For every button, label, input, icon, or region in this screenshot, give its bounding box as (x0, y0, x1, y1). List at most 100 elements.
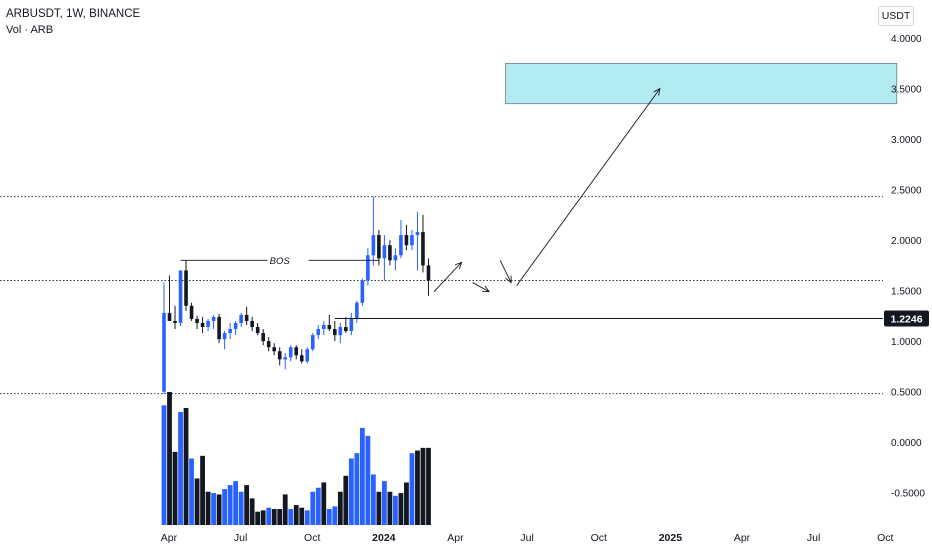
candle-body (173, 320, 177, 323)
candle-body (167, 312, 172, 321)
y-tick-label: 0.5000 (891, 388, 922, 399)
candle-body (327, 324, 332, 330)
candle-body (283, 357, 288, 360)
candle-body (310, 335, 315, 350)
price-label-bg (884, 310, 929, 327)
x-tick-label: Jul (520, 532, 533, 544)
volume-bar (387, 491, 393, 525)
volume-bar (238, 491, 244, 525)
candle-body (184, 270, 188, 306)
price-label: 1.2246 (890, 313, 922, 325)
volume-bar (343, 475, 349, 525)
volume-bar (194, 478, 200, 525)
volume-bar (299, 507, 305, 525)
volume-bar (222, 489, 228, 525)
volume-bar (354, 453, 360, 525)
volume-bar (172, 451, 178, 525)
volume-bar (365, 435, 371, 525)
volume-bar (249, 498, 255, 525)
volume-bar (216, 494, 222, 525)
symbol-title[interactable]: ARBUSDT, 1W, BINANCE (6, 8, 141, 20)
volume-bar (426, 447, 431, 525)
candle-body (239, 314, 243, 323)
volume-bar (200, 455, 205, 525)
x-tick-label: 2024 (372, 532, 396, 544)
x-tick-label: Oct (304, 532, 320, 544)
candle-body (162, 312, 166, 392)
x-tick-label: Oct (591, 532, 607, 544)
candle-body (211, 316, 216, 321)
candle-body (222, 333, 227, 340)
y-tick-label: 3.0000 (891, 135, 922, 146)
volume-bar (277, 509, 283, 525)
volume-bar (189, 458, 194, 525)
y-tick-label: 0.0000 (891, 438, 922, 449)
target-zone (505, 63, 898, 105)
candle-body (338, 327, 343, 336)
y-tick-label: 1.0000 (891, 337, 922, 348)
projection-arrowhead (653, 87, 661, 96)
volume-bar (233, 481, 239, 525)
candle-body (333, 329, 337, 336)
projection-segment (433, 262, 462, 292)
volume-bar (332, 506, 338, 525)
x-tick-label: Apr (734, 532, 751, 544)
candle-body (277, 351, 282, 360)
projection-arrowhead (505, 275, 512, 284)
candle-body (393, 255, 398, 261)
volume-bar (282, 494, 288, 525)
y-tick-label: 3.5000 (891, 85, 922, 96)
volume-bar (288, 509, 294, 525)
x-tick-label: Oct (877, 532, 893, 544)
volume-legend[interactable]: Vol · ARB (6, 24, 54, 36)
volume-bar (398, 493, 404, 525)
y-tick-label: 1.5000 (891, 287, 922, 298)
volume-bar (382, 481, 387, 525)
candle-body (178, 270, 183, 323)
candle-body (261, 333, 265, 342)
volume-bar (370, 474, 376, 525)
bos-label: BOS (270, 256, 291, 267)
candle-body (316, 329, 321, 336)
volume-bar (326, 509, 332, 525)
volume-bar (183, 407, 189, 525)
candle-body (228, 329, 232, 334)
volume-bar (348, 458, 354, 525)
projection-segment (472, 282, 490, 293)
candle-body (360, 280, 365, 303)
volume-bar (404, 482, 409, 525)
projection-segment (516, 88, 661, 286)
volume-bar (415, 450, 420, 525)
candle-body (255, 327, 260, 334)
volume-bar (178, 411, 183, 525)
candle-body (288, 347, 293, 358)
volume-bar (409, 453, 415, 525)
candle-body (206, 320, 210, 328)
candle-body (366, 255, 370, 281)
candle-body (305, 349, 310, 362)
volume-bar (161, 405, 167, 525)
projection-arrowhead (482, 285, 490, 293)
candle-body (377, 235, 381, 259)
candle-body (200, 322, 205, 328)
y-tick-label: 4.0000 (891, 34, 922, 45)
volume-bar (420, 447, 426, 525)
volume-bar (337, 491, 343, 525)
candle-body (410, 235, 414, 246)
candle-body (382, 245, 387, 259)
candle-body (404, 235, 409, 246)
x-tick-label: 2025 (659, 532, 683, 544)
volume-bar (244, 485, 250, 525)
volume-bar (205, 491, 211, 525)
currency-button[interactable]: USDT (878, 6, 914, 26)
candle-body (272, 347, 276, 352)
y-tick-label: 2.0000 (891, 236, 922, 247)
candle-body (233, 322, 238, 330)
volume-bar (376, 491, 382, 525)
candle-body (189, 305, 194, 319)
volume-bar (227, 485, 233, 525)
candle-body (250, 320, 254, 328)
candle-body (344, 327, 348, 332)
volume-bar (321, 482, 327, 525)
